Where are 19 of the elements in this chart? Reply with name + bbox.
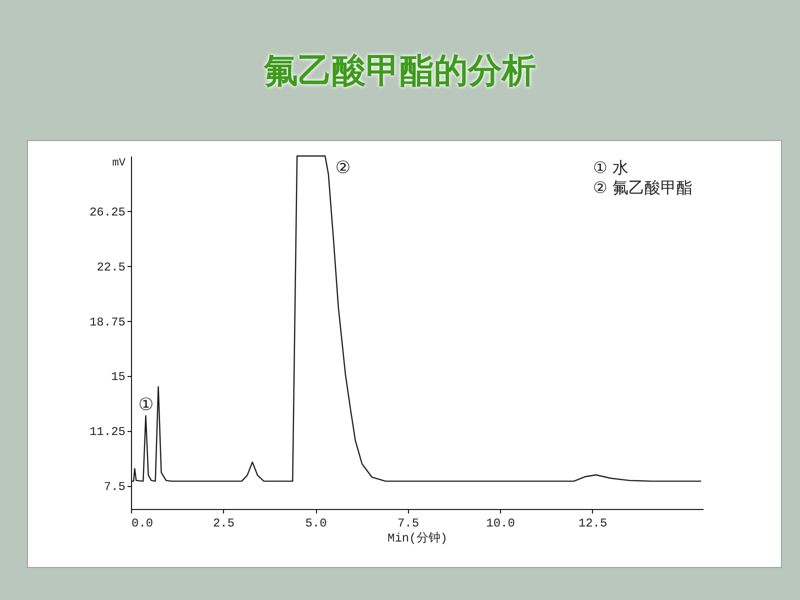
y-tick-label: 26.25 [89,205,126,220]
y-tick-label: 7.5 [104,480,126,494]
annotation: ① [138,395,154,415]
y-tick-label: 11.25 [89,425,126,440]
x-tick-label: 0.0 [132,516,154,530]
y-tick-label: 15 [111,370,126,384]
y-axis-title: mV [112,158,126,170]
y-tick-label: 18.75 [89,315,126,330]
annotation: ② 氟乙酸甲酯 [593,178,692,197]
chart-title: 氟乙酸甲酯的分析 [262,50,537,93]
x-tick-label: 7.5 [397,516,420,530]
x-tick-label: 2.5 [212,516,235,530]
y-tick-label: 22.5 [96,260,126,274]
x-tick-label: 10.0 [486,516,515,530]
x-tick-label: 5.0 [305,516,327,530]
x-axis-title: Min(分钟) [387,532,448,546]
annotation: ① 水 [593,158,628,177]
x-tick-label: 12.5 [578,516,608,530]
annotation: ② [335,158,351,178]
